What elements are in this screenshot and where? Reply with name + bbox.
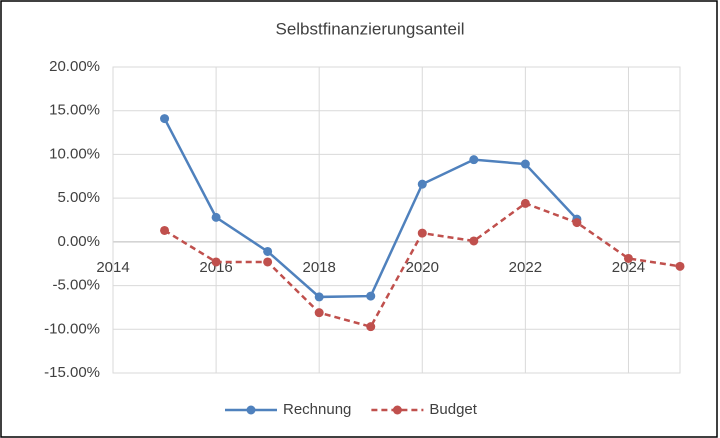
x-tick-label: 2022 [509,259,542,276]
legend-label: Rechnung [283,401,351,418]
plot-border [112,66,681,374]
x-tick-label: 2018 [302,259,335,276]
y-tick-label: 5.00% [57,189,100,206]
legend-marker [246,405,256,415]
data-point [160,114,170,124]
y-tick-label: -5.00% [52,277,100,294]
data-point [417,179,427,189]
data-point [211,212,221,222]
data-point [520,198,530,208]
data-point [314,308,324,318]
data-point [675,261,685,271]
data-point [366,291,376,301]
x-tick-label: 2020 [406,259,439,276]
chart-title: Selbstfinanzierungsanteil [275,19,464,38]
data-point [572,218,582,228]
y-tick-label: -10.00% [44,320,100,337]
data-point [263,246,273,256]
y-tick-label: 15.00% [49,102,100,119]
x-tick-label: 2014 [96,259,129,276]
data-point [469,236,479,246]
data-point [520,159,530,169]
y-tick-label: 0.00% [57,233,100,250]
data-point [417,228,427,238]
data-point [623,253,633,263]
data-point [366,322,376,332]
data-point [160,225,170,235]
data-point [314,292,324,302]
data-point [263,257,273,267]
y-tick-label: 10.00% [49,145,100,162]
x-tick-label: 2016 [199,259,232,276]
y-tick-label: 20.00% [49,58,100,75]
legend-marker [392,405,402,415]
legend-label: Budget [429,401,477,418]
data-point [211,257,221,267]
y-tick-label: -15.00% [44,364,100,381]
x-tick-label: 2024 [612,259,645,276]
data-point [469,155,479,165]
